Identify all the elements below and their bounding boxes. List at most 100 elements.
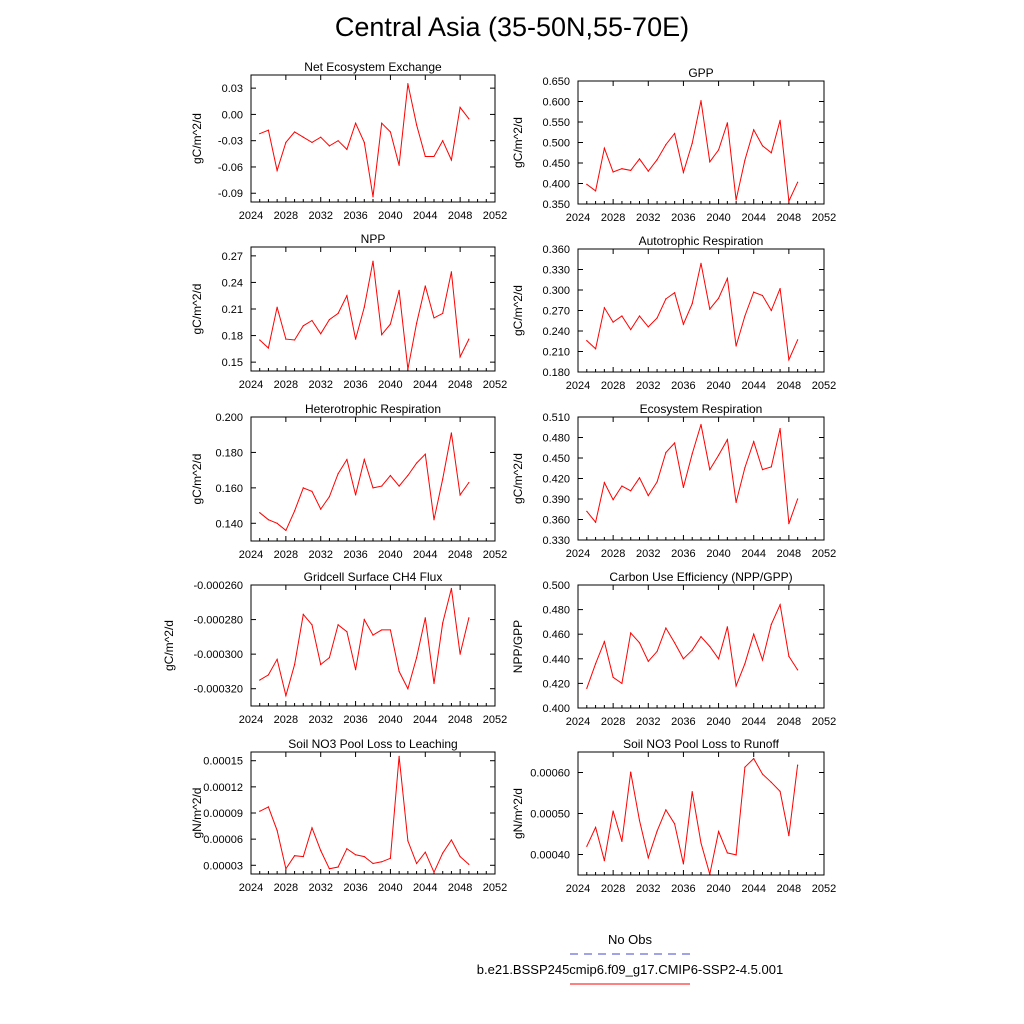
y-tick-label: 0.00012 [203, 782, 243, 794]
y-tick-label: -0.000260 [193, 580, 243, 592]
y-tick-label: 0.440 [542, 654, 570, 666]
x-tick-label: 2036 [671, 548, 695, 560]
data-point [726, 438, 728, 441]
data-point [328, 657, 331, 659]
x-tick-label: 2032 [636, 548, 660, 560]
data-point [415, 124, 418, 126]
x-tick-label: 2028 [601, 716, 625, 728]
y-tick-label: 0.00003 [203, 860, 243, 872]
data-point [398, 670, 400, 673]
x-tick-label: 2044 [741, 883, 765, 895]
data-point [302, 487, 304, 489]
data-point [346, 631, 348, 633]
data-point [363, 618, 365, 621]
data-point [735, 501, 737, 504]
y-tick-label: 0.500 [542, 580, 570, 592]
series-line [259, 432, 470, 532]
x-tick-label: 2048 [777, 548, 801, 560]
x-tick-label: 2052 [483, 714, 507, 726]
data-point [363, 306, 365, 308]
y-axis-label: gC/m^2/d [190, 454, 204, 505]
data-point [779, 604, 781, 606]
data-point [586, 339, 588, 342]
x-tick-label: 2036 [671, 716, 695, 728]
y-tick-label: 0.180 [542, 367, 570, 379]
data-point [285, 338, 287, 340]
x-tick-label: 2024 [566, 380, 590, 392]
x-tick-label: 2048 [448, 379, 472, 391]
y-tick-label: 0.360 [542, 515, 570, 527]
data-point [709, 873, 711, 875]
data-point [415, 462, 418, 464]
data-point [761, 469, 764, 471]
y-tick-label: 0.00050 [530, 809, 570, 821]
data-point [630, 490, 632, 492]
x-tick-label: 2024 [566, 883, 590, 895]
data-point [656, 317, 658, 319]
x-tick-label: 2048 [448, 210, 472, 222]
data-point [450, 839, 453, 841]
y-tick-label: 0.390 [542, 494, 570, 506]
y-tick-label: 0.03 [222, 83, 243, 95]
data-point [603, 307, 605, 309]
data-point [293, 510, 296, 512]
x-tick-label: 2052 [483, 210, 507, 222]
data-point [302, 613, 304, 615]
data-point [779, 288, 781, 290]
x-tick-label: 2044 [413, 549, 437, 561]
data-point [674, 132, 676, 135]
data-point [753, 757, 755, 760]
data-point [442, 312, 444, 315]
data-point [450, 587, 453, 590]
data-point [293, 855, 296, 857]
y-axis-label: gC/m^2/d [190, 284, 204, 335]
y-tick-label: 0.15 [222, 357, 243, 369]
data-point [665, 298, 667, 300]
data-point [381, 122, 383, 124]
data-point [320, 508, 322, 510]
x-tick-label: 2040 [706, 883, 730, 895]
data-point [630, 169, 632, 171]
data-point [656, 650, 658, 653]
data-point [630, 329, 632, 331]
data-point [797, 669, 799, 671]
y-tick-label: 0.350 [542, 199, 570, 211]
data-point [726, 626, 728, 628]
data-point [709, 161, 711, 163]
data-point [276, 829, 278, 832]
data-point [372, 260, 374, 262]
data-point [761, 145, 764, 147]
x-tick-label: 2052 [812, 883, 836, 895]
data-point [586, 845, 588, 847]
data-point [354, 122, 357, 124]
y-tick-label: 0.420 [542, 474, 570, 486]
data-point [770, 309, 772, 312]
data-point [717, 454, 720, 456]
plot-frame [577, 751, 825, 876]
data-point [700, 636, 702, 638]
data-point [656, 830, 658, 832]
data-point [320, 333, 322, 335]
x-tick-label: 2048 [777, 380, 801, 392]
page-title: Central Asia (35-50N,55-70E) [334, 12, 690, 42]
x-tick-label: 2048 [777, 883, 801, 895]
x-tick-label: 2032 [308, 379, 332, 391]
data-point [442, 478, 444, 480]
x-tick-label: 2028 [601, 883, 625, 895]
data-point [770, 466, 772, 468]
data-point [424, 617, 426, 619]
x-tick-label: 2024 [566, 716, 590, 728]
y-tick-label: 0.200 [215, 412, 243, 424]
data-point [302, 855, 304, 858]
y-tick-label: 0.00060 [530, 768, 570, 780]
data-point [459, 653, 461, 655]
data-point [407, 83, 409, 85]
data-point [612, 499, 614, 501]
data-point [433, 155, 435, 158]
data-point [761, 773, 764, 775]
data-point [603, 860, 605, 862]
data-point [346, 295, 348, 297]
data-point [415, 322, 418, 324]
data-point [700, 262, 702, 264]
y-tick-label: 0.510 [542, 412, 570, 424]
